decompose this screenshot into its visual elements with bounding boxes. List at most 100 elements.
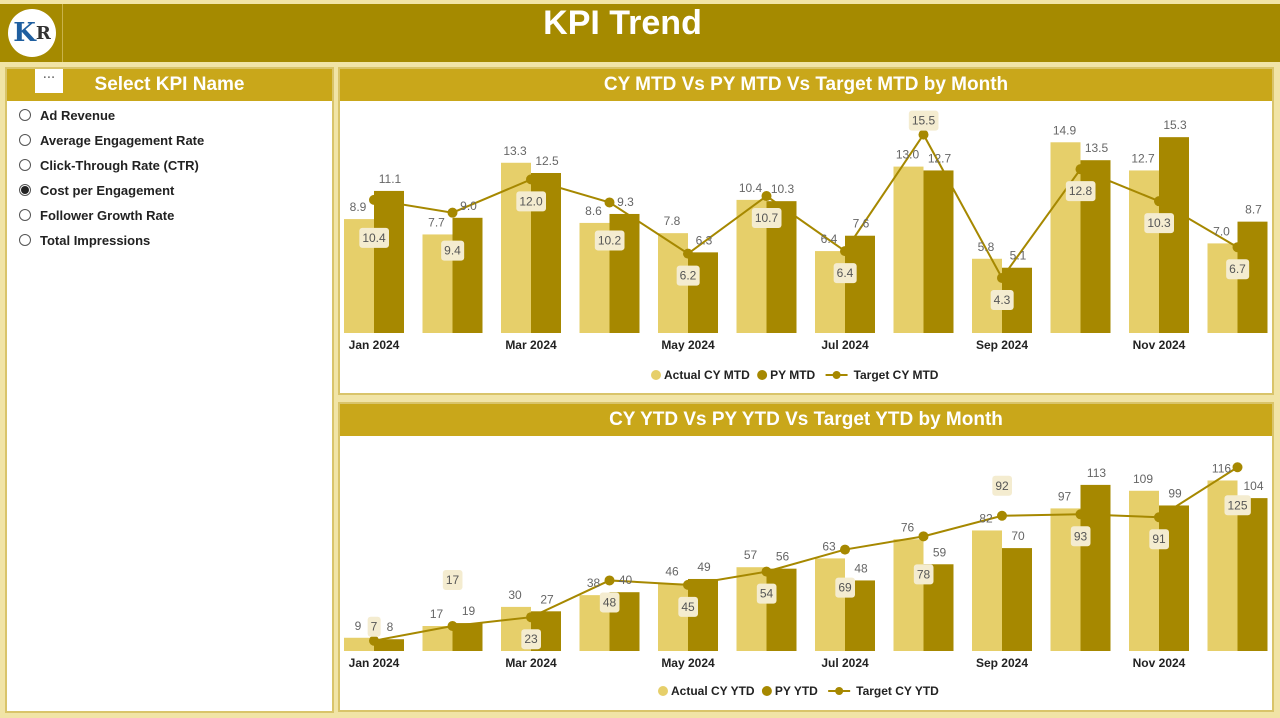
target-label-box — [1226, 259, 1250, 280]
py-bar — [1080, 484, 1111, 651]
py-label: 6.3 — [696, 233, 713, 247]
radio-button[interactable] — [19, 184, 31, 196]
x-tick-label: May 2024 — [661, 338, 715, 352]
target-label: 69 — [838, 581, 852, 595]
actual-bar — [501, 162, 531, 333]
py-bar — [766, 568, 797, 651]
x-tick-label: May 2024 — [661, 656, 715, 670]
target-point — [761, 191, 772, 202]
actual-label: 30 — [508, 588, 522, 602]
py-label: 5.1 — [1010, 249, 1027, 263]
radio-button[interactable] — [19, 159, 31, 171]
target-label: 6.4 — [837, 266, 854, 280]
actual-label: 63 — [822, 539, 836, 553]
slicer-item[interactable]: Ad Revenue — [19, 105, 115, 125]
slicer-item[interactable]: Cost per Engagement — [19, 180, 174, 200]
slicer-item[interactable]: Total Impressions — [19, 230, 150, 250]
target-point — [604, 575, 615, 586]
actual-label: 12.7 — [1131, 151, 1155, 165]
x-tick-label: Jul 2024 — [821, 656, 869, 670]
target-point — [761, 566, 772, 577]
actual-bar — [893, 166, 924, 333]
target-label-box — [359, 227, 390, 248]
actual-label: 7.0 — [1213, 224, 1230, 238]
py-bar — [845, 235, 875, 333]
target-point — [840, 246, 850, 257]
actual-label: 5.8 — [978, 240, 995, 254]
py-label: 113 — [1087, 466, 1106, 480]
target-label-box — [1149, 529, 1169, 550]
slicer-item[interactable]: Click-Through Rate (CTR) — [19, 155, 199, 175]
target-point — [526, 174, 536, 185]
target-point — [604, 197, 615, 208]
target-label: 54 — [760, 587, 774, 601]
actual-label: 7.8 — [664, 214, 681, 228]
target-point — [997, 510, 1007, 521]
target-point — [369, 635, 379, 646]
radio-button[interactable] — [19, 209, 31, 221]
slicer-item[interactable]: Average Engagement Rate — [19, 130, 204, 150]
legend-py-label: PY MTD — [770, 368, 815, 382]
legend-target-label: Target CY MTD — [854, 368, 939, 382]
x-tick-label: Sep 2024 — [976, 656, 1028, 670]
target-label-box — [992, 475, 1012, 496]
actual-bar — [1207, 243, 1238, 333]
radio-button[interactable] — [19, 234, 31, 246]
actual-label: 76 — [901, 520, 915, 534]
py-label: 9.0 — [460, 199, 477, 213]
actual-bar — [815, 558, 845, 651]
py-bar — [374, 639, 404, 651]
target-point — [1154, 196, 1164, 207]
target-point — [1075, 509, 1086, 520]
py-label: 8.7 — [1245, 203, 1262, 217]
target-label-box — [751, 208, 782, 229]
legend-py-label: PY YTD — [775, 684, 818, 698]
actual-label: 9 — [355, 619, 362, 633]
more-options-button[interactable]: ··· — [35, 69, 63, 93]
actual-bar — [1050, 142, 1081, 333]
slicer-item-label: Cost per Engagement — [40, 182, 175, 198]
target-label-box — [441, 240, 465, 261]
py-label: 12.5 — [535, 154, 559, 168]
py-label: 104 — [1243, 479, 1263, 493]
legend-actual-marker — [651, 370, 661, 380]
py-label: 70 — [1011, 529, 1025, 543]
target-label: 45 — [681, 600, 695, 614]
target-label-box — [676, 265, 700, 286]
target-label: 23 — [524, 632, 538, 646]
py-bar — [374, 190, 404, 333]
target-point — [1232, 462, 1243, 473]
radio-button[interactable] — [19, 109, 31, 121]
page-title: KPI Trend — [543, 4, 702, 42]
target-point — [683, 579, 693, 590]
target-label: 93 — [1074, 529, 1088, 543]
slicer-item[interactable]: Follower Growth Rate — [19, 205, 174, 225]
actual-label: 116 — [1212, 461, 1231, 475]
py-label: 27 — [540, 592, 554, 606]
py-label: 13.5 — [1085, 141, 1109, 155]
target-label-box — [833, 263, 857, 284]
actual-bar — [972, 530, 1002, 651]
py-bar — [1159, 505, 1189, 651]
actual-label: 46 — [665, 564, 679, 578]
py-label: 59 — [933, 545, 947, 559]
slicer-item-label: Average Engagement Rate — [40, 132, 205, 148]
target-label-box — [1224, 495, 1251, 516]
target-label-box — [756, 583, 777, 604]
x-tick-label: Nov 2024 — [1133, 656, 1186, 670]
x-tick-label: Mar 2024 — [505, 338, 557, 352]
actual-label: 13.3 — [503, 144, 527, 158]
target-point — [447, 207, 458, 218]
py-bar — [452, 217, 483, 333]
actual-label: 8.6 — [585, 204, 602, 218]
target-label-box — [516, 191, 547, 212]
kpi-slicer: Select KPI Name ··· Ad Revenue Average En… — [5, 67, 334, 713]
x-tick-label: Jan 2024 — [349, 656, 400, 670]
target-point — [918, 531, 929, 542]
ytd-chart-panel: CY YTD Vs PY YTD Vs Target YTD by Month — [338, 402, 1274, 712]
target-label: 10.4 — [362, 231, 386, 245]
target-label: 6.7 — [1229, 262, 1246, 276]
actual-label: 38 — [587, 576, 601, 590]
target-label: 10.2 — [598, 233, 622, 247]
radio-button[interactable] — [19, 134, 31, 146]
